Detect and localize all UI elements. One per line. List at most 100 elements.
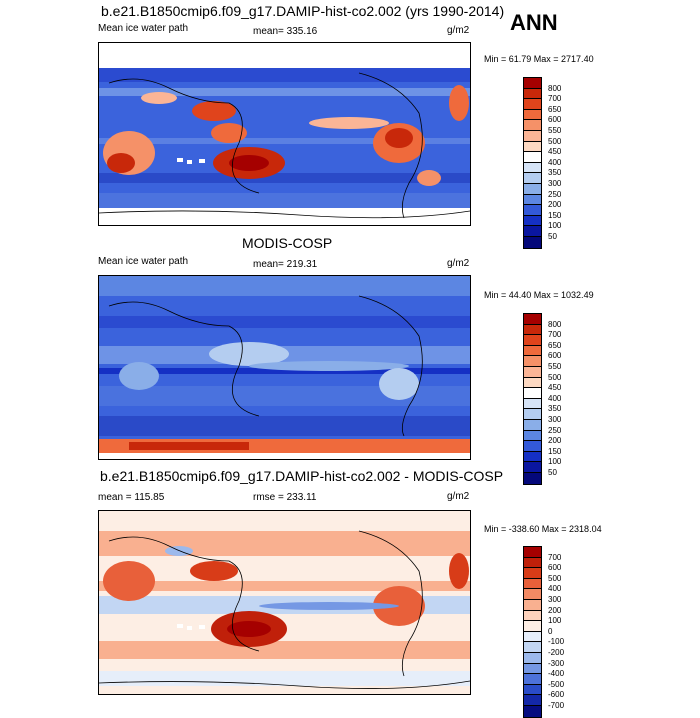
panel-1-left-label: Mean ice water path [98,23,189,34]
panel-2-minmax: Min = 44.40 Max = 1032.49 [484,290,594,300]
colorbar-swatch [524,88,541,100]
colorbar-tick-label: 700 [548,94,562,104]
colorbar-swatch [524,398,541,410]
colorbar-swatch [524,345,541,357]
colorbar-swatch [524,674,541,685]
colorbar-swatch [524,430,541,442]
colorbar-swatch [524,130,541,142]
colorbar-tick-label: 100 [548,616,562,626]
panel-3-colorbar [523,546,542,718]
panel-3-minmax: Min = -338.60 Max = 2318.04 [484,524,602,534]
colorbar-tick-label: 650 [548,104,562,114]
colorbar-swatch [524,462,541,473]
colorbar-swatch [524,621,541,632]
panel-2-units-label: g/m2 [447,258,470,269]
colorbar-tick-label: -600 [548,690,565,700]
colorbar-swatch [524,183,541,195]
colorbar-swatch [524,194,541,206]
panel-1-map [98,42,471,226]
colorbar-swatch [524,568,541,579]
colorbar-swatch [524,578,541,590]
colorbar-swatch [524,684,541,696]
colorbar-tick-label: 800 [548,83,562,93]
colorbar-swatch [524,215,541,227]
colorbar-tick-label: 0 [548,626,553,636]
colorbar-tick-label: 200 [548,605,562,615]
colorbar-swatch [524,109,541,121]
colorbar-tick-label: 500 [548,372,562,382]
colorbar-tick-label: 450 [548,147,562,157]
colorbar-tick-label: 550 [548,126,562,135]
colorbar-tick-label: 550 [548,362,562,371]
colorbar-tick-label: 100 [548,457,562,467]
colorbar-swatch [524,472,541,484]
colorbar-swatch [524,366,541,378]
colorbar-tick-label: 50 [548,232,557,241]
colorbar-tick-label: 300 [548,179,562,188]
colorbar-tick-label: 300 [548,415,562,424]
colorbar-swatch [524,663,541,675]
colorbar-swatch [524,205,541,216]
colorbar-tick-label: 350 [548,168,562,178]
colorbar-tick-label: 250 [548,425,562,435]
colorbar-tick-label: 150 [548,210,562,220]
colorbar-swatch [524,642,541,653]
panel-2-title: MODIS-COSP [242,235,333,251]
colorbar-tick-label: 600 [548,115,562,125]
colorbar-tick-label: 250 [548,189,562,199]
panel-1-units-label: g/m2 [447,25,470,36]
colorbar-tick-label: -300 [548,658,565,668]
colorbar-swatch [524,610,541,622]
colorbar-swatch [524,557,541,569]
panel-2-colorbar [523,313,542,485]
colorbar-swatch [524,314,541,325]
colorbar-tick-label: 100 [548,221,562,231]
colorbar-swatch [524,599,541,611]
colorbar-tick-label: -500 [548,679,565,689]
colorbar-tick-label: 350 [548,404,562,414]
colorbar-tick-label: 700 [548,330,562,340]
colorbar-swatch [524,120,541,131]
panel-3-rmse-label: rmse = 233.11 [253,492,317,503]
panel-3-left-label: mean = 115.85 [98,492,165,503]
colorbar-swatch [524,589,541,600]
colorbar-tick-label: 150 [548,446,562,456]
colorbar-swatch [524,409,541,420]
colorbar-swatch [524,324,541,336]
colorbar-tick-label: 600 [548,563,562,573]
panel-1-colorbar [523,77,542,249]
colorbar-tick-label: 500 [548,573,562,583]
colorbar-tick-label: -400 [548,669,565,679]
colorbar-tick-label: 800 [548,319,562,329]
colorbar-swatch [524,152,541,163]
colorbar-tick-label: 650 [548,340,562,350]
colorbar-tick-label: 200 [548,200,562,210]
colorbar-swatch [524,695,541,706]
colorbar-tick-label: 400 [548,157,562,167]
panel-2-left-label: Mean ice water path [98,256,189,267]
colorbar-tick-label: 600 [548,351,562,361]
panel-1-mean-label: mean= 335.16 [253,26,318,37]
colorbar-tick-label: 400 [548,393,562,403]
colorbar-swatch [524,451,541,463]
colorbar-swatch [524,335,541,346]
panel-1-minmax: Min = 61.79 Max = 2717.40 [484,54,594,64]
panel-1-title: b.e21.B1850cmip6.f09_g17.DAMIP-hist-co2.… [101,3,505,19]
panel-3-title: b.e21.B1850cmip6.f09_g17.DAMIP-hist-co2.… [100,468,504,484]
panel-3-map [98,510,471,695]
panel-3-units-label: g/m2 [447,491,470,502]
colorbar-swatch [524,78,541,89]
colorbar-tick-label: 200 [548,436,562,446]
colorbar-swatch [524,652,541,664]
colorbar-swatch [524,236,541,248]
colorbar-swatch [524,162,541,174]
colorbar-tick-label: 300 [548,595,562,604]
colorbar-swatch [524,173,541,184]
colorbar-swatch [524,377,541,389]
colorbar-swatch [524,631,541,643]
colorbar-swatch [524,99,541,110]
colorbar-tick-label: 450 [548,383,562,393]
colorbar-swatch [524,141,541,153]
colorbar-tick-label: -100 [548,637,565,647]
colorbar-swatch [524,547,541,558]
